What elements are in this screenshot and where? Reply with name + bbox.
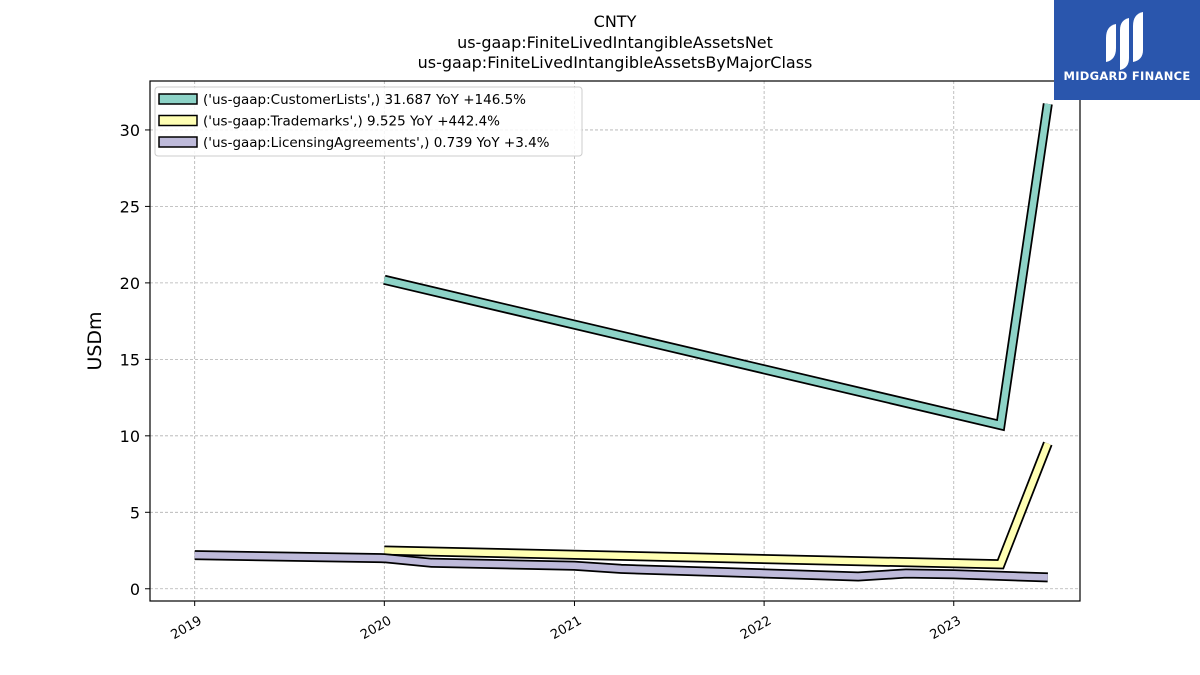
legend-entry: ('us-gaap:Trademarks',) 9.525 YoY +442.4… — [203, 114, 500, 130]
y-tick-label: 20 — [120, 274, 140, 293]
x-tick-label: 2022 — [738, 613, 774, 643]
series-layer — [194, 103, 1053, 583]
y-tick-label: 15 — [120, 350, 140, 369]
legend-box — [154, 86, 583, 157]
x-tick-label: 2020 — [358, 613, 394, 643]
y-tick-label: 0 — [130, 580, 140, 599]
title-line-3: us-gaap:FiniteLivedIntangibleAssetsByMaj… — [418, 53, 813, 72]
y-tick-label: 30 — [120, 121, 140, 140]
y-axis-ticks: 0 5 10 15 20 25 30 — [120, 121, 150, 599]
legend-entry: ('us-gaap:LicensingAgreements',) 0.739 Y… — [203, 135, 550, 151]
series-0 — [383, 103, 1053, 432]
logo-mark-icon — [1106, 12, 1143, 70]
series-outline — [384, 441, 1053, 570]
legend-swatch — [158, 93, 198, 105]
y-tick-label: 10 — [120, 427, 140, 446]
x-tick-label: 2021 — [548, 613, 584, 643]
legend-swatch — [158, 136, 198, 148]
legend-swatch — [158, 114, 198, 127]
y-axis-label: USDm — [84, 311, 106, 370]
logo: MIDGARD FINANCE — [1054, 0, 1200, 100]
title-line-1: CNTY — [594, 12, 637, 31]
plot-frame — [149, 80, 1081, 602]
series-1 — [384, 441, 1053, 570]
x-tick-label: 2019 — [169, 613, 205, 643]
x-tick-label: 2023 — [928, 613, 964, 643]
logo-text: MIDGARD FINANCE — [1063, 69, 1191, 83]
legend: ('us-gaap:CustomerLists',) 31.687 YoY +1… — [154, 86, 583, 157]
title-line-2: us-gaap:FiniteLivedIntangibleAssetsNet — [457, 33, 773, 52]
legend-entry: ('us-gaap:CustomerLists',) 31.687 YoY +1… — [203, 92, 526, 108]
y-tick-label: 25 — [120, 197, 140, 216]
series-line — [383, 103, 1052, 430]
x-axis-ticks: 2019 2020 2021 2022 2023 — [169, 601, 964, 643]
grid — [150, 81, 1080, 601]
series-line — [194, 551, 1048, 581]
chart-title: CNTY us-gaap:FiniteLivedIntangibleAssets… — [418, 12, 813, 72]
series-line — [384, 442, 1051, 568]
y-tick-label: 5 — [130, 503, 140, 522]
series-2 — [194, 550, 1048, 583]
